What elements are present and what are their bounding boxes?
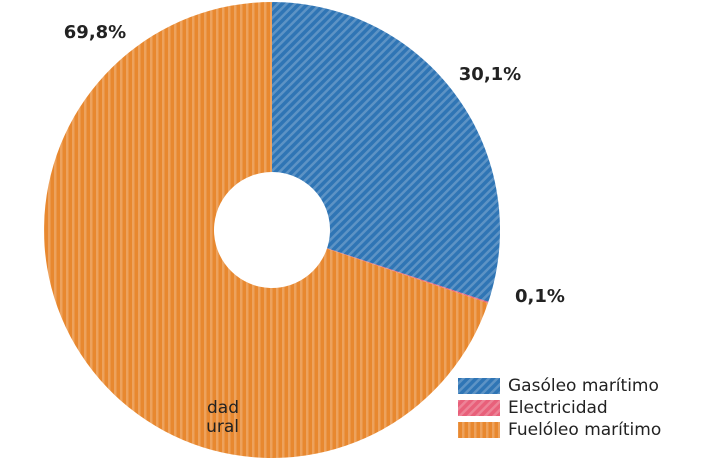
slice bbox=[272, 2, 500, 302]
slice bbox=[326, 248, 489, 304]
legend-swatch bbox=[458, 422, 500, 438]
legend-swatch bbox=[458, 378, 500, 394]
legend-label: Fuelóleo marítimo bbox=[508, 420, 661, 440]
data-label: 69,8% bbox=[64, 22, 126, 43]
clipped-text: dad bbox=[207, 398, 239, 418]
legend-label: Gasóleo marítimo bbox=[508, 376, 659, 396]
data-label: 30,1% bbox=[459, 64, 521, 85]
legend-swatch bbox=[458, 400, 500, 416]
slice bbox=[43, 2, 488, 458]
clipped-text: ural bbox=[206, 417, 239, 437]
data-label: 0,1% bbox=[515, 286, 565, 307]
legend-label: Electricidad bbox=[508, 398, 608, 418]
